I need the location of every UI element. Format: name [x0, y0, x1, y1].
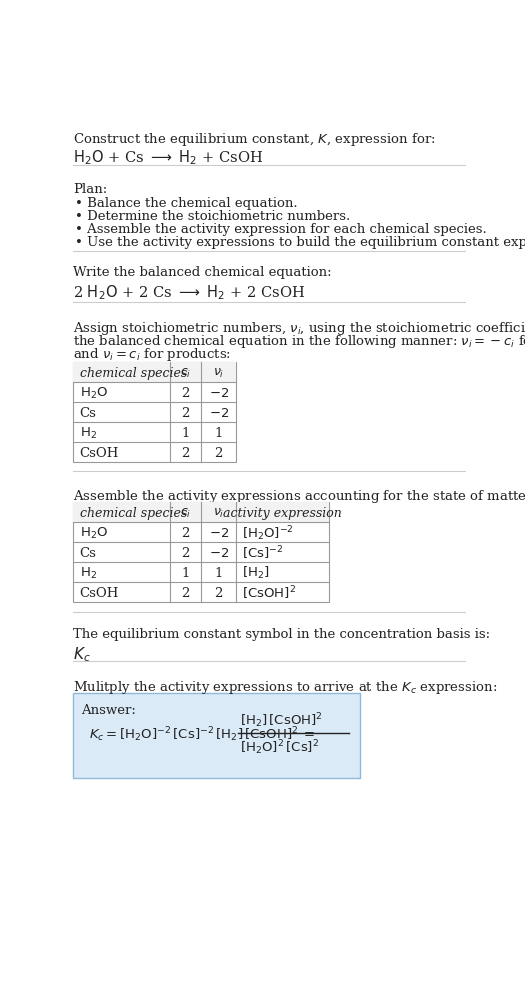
- Text: Cs: Cs: [80, 406, 97, 419]
- Text: 2: 2: [182, 586, 190, 599]
- Bar: [74, 503, 329, 603]
- Text: The equilibrium constant symbol in the concentration basis is:: The equilibrium constant symbol in the c…: [74, 627, 490, 640]
- Text: 1: 1: [215, 566, 223, 579]
- Text: $[\mathrm{H_2}]$: $[\mathrm{H_2}]$: [243, 565, 270, 581]
- Text: 2: 2: [182, 446, 190, 459]
- Text: $-2$: $-2$: [208, 527, 229, 540]
- Text: 2: 2: [182, 527, 190, 540]
- Text: $\mathrm{H_2O}$: $\mathrm{H_2O}$: [80, 526, 108, 541]
- Text: $\nu_i$: $\nu_i$: [213, 366, 224, 379]
- Text: $\nu_i$: $\nu_i$: [213, 507, 224, 520]
- Bar: [74, 503, 329, 523]
- Text: $K_c$: $K_c$: [74, 644, 91, 663]
- Text: $\mathrm{H_2}$: $\mathrm{H_2}$: [80, 565, 97, 580]
- Text: Assemble the activity expressions accounting for the state of matter and $\nu_i$: Assemble the activity expressions accoun…: [74, 487, 525, 505]
- Text: 2: 2: [182, 406, 190, 419]
- Text: Mulitply the activity expressions to arrive at the $K_c$ expression:: Mulitply the activity expressions to arr…: [74, 678, 498, 695]
- Text: $[\mathrm{Cs}]^{-2}$: $[\mathrm{Cs}]^{-2}$: [243, 544, 284, 562]
- Text: $c_i$: $c_i$: [180, 507, 192, 520]
- Text: 2 $\mathrm{H_2O}$ + 2 Cs $\longrightarrow$ $\mathrm{H_2}$ + 2 CsOH: 2 $\mathrm{H_2O}$ + 2 Cs $\longrightarro…: [74, 283, 306, 301]
- Text: CsOH: CsOH: [80, 586, 119, 599]
- Text: • Assemble the activity expression for each chemical species.: • Assemble the activity expression for e…: [75, 223, 487, 236]
- Text: Write the balanced chemical equation:: Write the balanced chemical equation:: [74, 266, 332, 279]
- Text: Answer:: Answer:: [81, 703, 136, 716]
- Text: the balanced chemical equation in the following manner: $\nu_i = -c_i$ for react: the balanced chemical equation in the fo…: [74, 333, 525, 350]
- Text: $c_i$: $c_i$: [180, 366, 192, 379]
- Text: • Use the activity expressions to build the equilibrium constant expression.: • Use the activity expressions to build …: [75, 236, 525, 249]
- Text: Plan:: Plan:: [74, 183, 108, 196]
- Bar: [74, 693, 360, 778]
- Text: chemical species: chemical species: [80, 366, 187, 379]
- Text: activity expression: activity expression: [223, 507, 342, 520]
- Text: 1: 1: [182, 426, 190, 439]
- Text: 2: 2: [215, 586, 223, 599]
- Text: 1: 1: [182, 566, 190, 579]
- Text: $\mathrm{H_2O}$: $\mathrm{H_2O}$: [80, 385, 108, 400]
- Text: Cs: Cs: [80, 547, 97, 559]
- Text: chemical species: chemical species: [80, 507, 187, 520]
- Text: $K_c = [\mathrm{H_2O}]^{-2}\,[\mathrm{Cs}]^{-2}\,[\mathrm{H_2}]\,[\mathrm{CsOH}]: $K_c = [\mathrm{H_2O}]^{-2}\,[\mathrm{Cs…: [89, 724, 316, 743]
- Text: $-2$: $-2$: [208, 406, 229, 419]
- Text: $-2$: $-2$: [208, 386, 229, 399]
- Text: CsOH: CsOH: [80, 446, 119, 459]
- Text: $\mathrm{H_2O}$ + Cs $\longrightarrow$ $\mathrm{H_2}$ + CsOH: $\mathrm{H_2O}$ + Cs $\longrightarrow$ $…: [74, 148, 264, 166]
- Text: 2: 2: [182, 547, 190, 559]
- Text: $[\mathrm{H_2}]\,[\mathrm{CsOH}]^2$: $[\mathrm{H_2}]\,[\mathrm{CsOH}]^2$: [240, 711, 323, 730]
- Text: $-2$: $-2$: [208, 547, 229, 559]
- Text: 2: 2: [215, 446, 223, 459]
- Text: • Determine the stoichiometric numbers.: • Determine the stoichiometric numbers.: [75, 210, 350, 223]
- Text: $[\mathrm{H_2O}]^2\,[\mathrm{Cs}]^2$: $[\mathrm{H_2O}]^2\,[\mathrm{Cs}]^2$: [240, 737, 319, 756]
- Text: 1: 1: [215, 426, 223, 439]
- Text: • Balance the chemical equation.: • Balance the chemical equation.: [75, 197, 298, 210]
- Text: and $\nu_i = c_i$ for products:: and $\nu_i = c_i$ for products:: [74, 346, 232, 363]
- Bar: [74, 363, 236, 383]
- Text: $[\mathrm{CsOH}]^2$: $[\mathrm{CsOH}]^2$: [243, 584, 296, 602]
- Text: 2: 2: [182, 386, 190, 399]
- Text: Assign stoichiometric numbers, $\nu_i$, using the stoichiometric coefficients, $: Assign stoichiometric numbers, $\nu_i$, …: [74, 320, 525, 337]
- Bar: [74, 363, 236, 462]
- Text: $[\mathrm{H_2O}]^{-2}$: $[\mathrm{H_2O}]^{-2}$: [243, 524, 294, 542]
- Text: Construct the equilibrium constant, $K$, expression for:: Construct the equilibrium constant, $K$,…: [74, 131, 436, 148]
- Text: $\mathrm{H_2}$: $\mathrm{H_2}$: [80, 425, 97, 440]
